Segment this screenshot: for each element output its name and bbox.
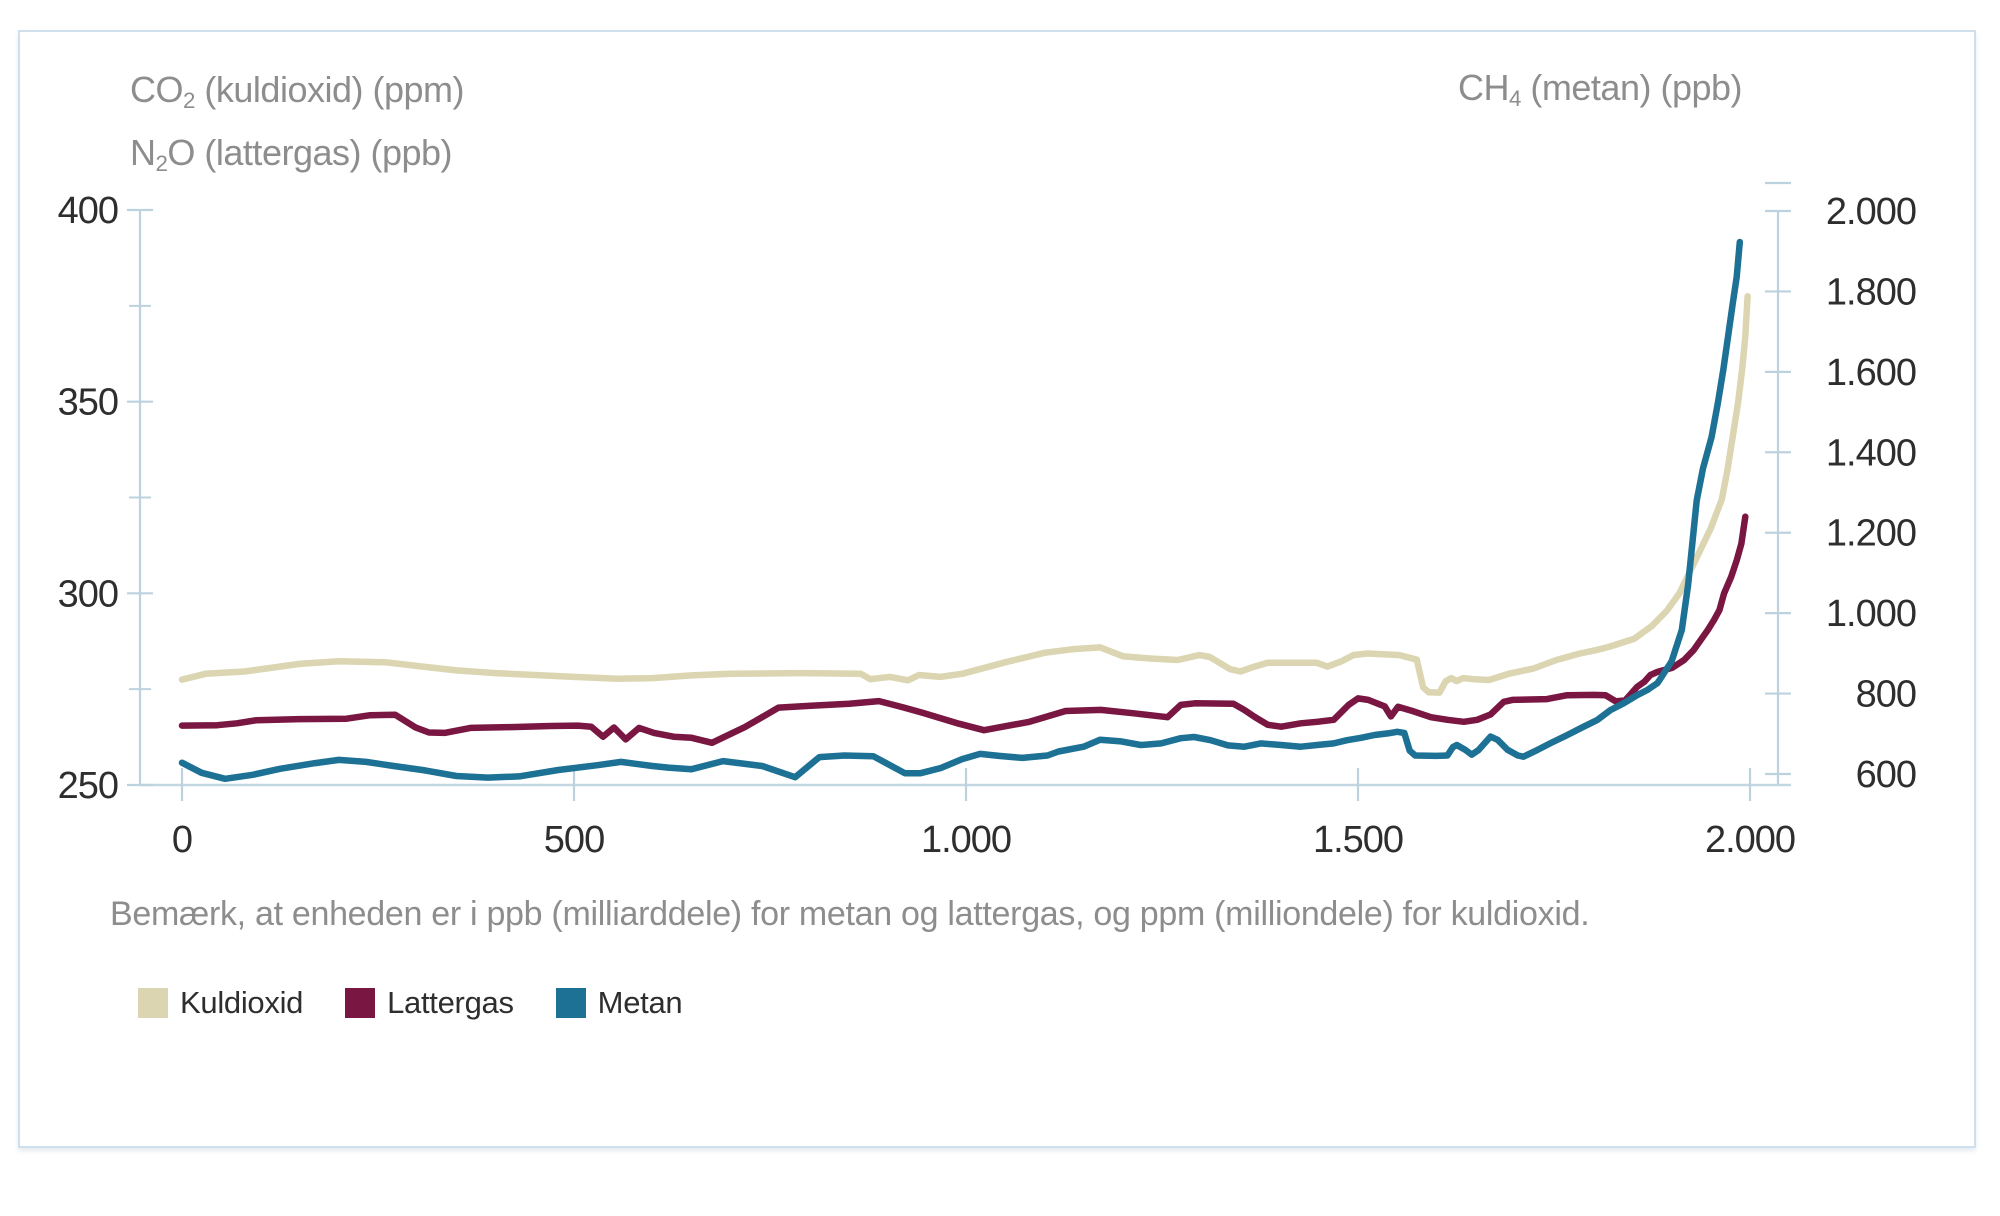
right-axis-title: CH4 (metan) (ppb) bbox=[1458, 67, 1743, 112]
right-axis-tick-label: 1.800 bbox=[1826, 271, 1916, 313]
left-axis-title: CO2 (kuldioxid) (ppm) N2O (lattergas) (p… bbox=[130, 64, 465, 190]
left-axis-title-line2: N2O (lattergas) (ppb) bbox=[130, 132, 453, 177]
left-axis-tick-label: 300 bbox=[58, 573, 118, 615]
series-line-kuldioxid bbox=[178, 293, 1751, 696]
series-line-metan bbox=[178, 238, 1744, 783]
kuldioxid-swatch bbox=[138, 988, 168, 1018]
left-axis-tick-label: 400 bbox=[58, 190, 118, 232]
legend: Kuldioxid Lattergas Metan bbox=[138, 985, 683, 1021]
lattergas-swatch bbox=[345, 988, 376, 1018]
x-axis-tick-label: 500 bbox=[544, 819, 604, 861]
chart-card bbox=[18, 30, 1976, 1148]
x-axis-tick-label: 2.000 bbox=[1705, 819, 1795, 861]
right-axis-tick-label: 800 bbox=[1856, 674, 1916, 716]
legend-label: Lattergas bbox=[387, 985, 514, 1020]
subscript: 4 bbox=[1509, 86, 1521, 112]
metan-swatch bbox=[555, 988, 586, 1018]
data-series bbox=[178, 238, 1751, 783]
x-axis-tick-label: 0 bbox=[172, 819, 192, 861]
axes bbox=[127, 181, 1791, 801]
right-axis-tick-label: 2.000 bbox=[1826, 191, 1916, 233]
footnote-text: Bemærk, at enheden er i ppb (milliarddel… bbox=[110, 895, 1590, 933]
subscript: 2 bbox=[155, 151, 168, 177]
legend-item-metan: Metan bbox=[555, 985, 683, 1021]
series-line-lattergas bbox=[178, 513, 1749, 747]
left-axis-tick-label: 250 bbox=[58, 765, 118, 807]
right-axis-tick-label: 600 bbox=[1856, 754, 1916, 796]
subscript: 2 bbox=[183, 88, 195, 114]
right-axis-tick-label: 1.200 bbox=[1826, 513, 1916, 555]
left-axis-tick-label: 350 bbox=[58, 382, 118, 424]
right-axis-tick-label: 1.000 bbox=[1826, 593, 1916, 635]
x-axis-tick-label: 1.500 bbox=[1313, 819, 1403, 861]
legend-label: Kuldioxid bbox=[180, 985, 304, 1020]
legend-label: Metan bbox=[597, 985, 683, 1020]
legend-item-kuldioxid: Kuldioxid bbox=[138, 985, 303, 1021]
right-axis-tick-label: 1.400 bbox=[1826, 432, 1916, 474]
legend-item-lattergas: Lattergas bbox=[345, 985, 514, 1021]
axis-tick-labels: 400 350 300 250 2.000 1.800 1.600 1.400 1.200 1.0… bbox=[58, 190, 1917, 861]
right-axis-tick-label: 1.600 bbox=[1826, 352, 1916, 394]
x-axis-tick-label: 1.000 bbox=[921, 819, 1011, 861]
left-axis-title-line1: CO2 (kuldioxid) (ppm) bbox=[130, 69, 465, 114]
